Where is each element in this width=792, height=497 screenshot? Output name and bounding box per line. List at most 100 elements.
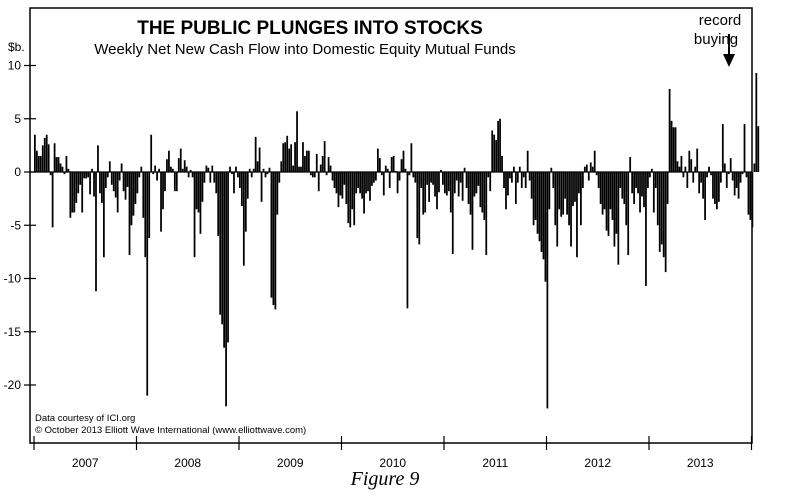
flow-bar	[745, 172, 748, 178]
flow-bar	[647, 172, 649, 188]
flow-bar	[432, 172, 434, 185]
flow-bar	[276, 172, 279, 215]
flow-bar	[499, 118, 501, 172]
flow-bar	[81, 172, 84, 213]
flow-bar	[321, 156, 324, 173]
x-tick-label: 2007	[72, 456, 99, 470]
flow-bar	[284, 142, 287, 172]
flow-bar	[424, 172, 427, 213]
flow-bar	[162, 172, 164, 210]
flow-bar	[323, 141, 326, 173]
flow-bar	[550, 167, 553, 172]
flow-bar	[152, 172, 155, 175]
flow-bar	[43, 137, 46, 172]
flow-bar	[725, 172, 728, 188]
flow-bar	[339, 172, 342, 196]
flow-bar	[201, 172, 204, 202]
flow-bar	[79, 172, 82, 185]
flow-bar	[597, 172, 600, 188]
flow-bar	[264, 172, 267, 178]
flow-bar	[583, 166, 586, 173]
flow-bar	[337, 172, 340, 208]
flow-bar	[428, 172, 430, 202]
flow-bar	[108, 161, 111, 172]
flow-bar	[158, 168, 160, 172]
flow-bar	[77, 172, 80, 194]
flow-bar	[562, 172, 565, 215]
flow-bar	[737, 172, 740, 199]
flow-bar	[207, 167, 210, 172]
y-tick-label: 5	[14, 112, 21, 126]
flow-bar	[664, 172, 667, 273]
flow-bar	[741, 172, 744, 175]
flow-bar	[451, 172, 454, 255]
flow-bar	[355, 172, 358, 194]
flow-bar	[272, 172, 275, 306]
flow-bar	[112, 172, 115, 192]
chart-subtitle: Weekly Net New Cash Flow into Domestic E…	[94, 41, 516, 58]
flow-bar	[132, 172, 135, 216]
flow-bar	[104, 172, 107, 188]
flow-bar	[599, 172, 602, 204]
flow-bar	[512, 166, 515, 173]
flow-bar	[692, 172, 695, 183]
flow-bar	[696, 148, 699, 172]
flow-bar	[682, 172, 685, 178]
flow-bar	[239, 172, 241, 188]
flow-bar	[189, 169, 192, 172]
flow-bar	[205, 165, 208, 172]
flow-bar	[591, 166, 594, 173]
flow-bar	[469, 172, 472, 215]
flow-bar	[359, 172, 362, 194]
y-tick-label: 0	[14, 165, 21, 179]
flow-bar	[580, 172, 582, 226]
flow-bar	[55, 157, 58, 172]
flow-bar	[333, 172, 336, 188]
flow-bar	[120, 163, 123, 172]
flow-bar	[574, 172, 576, 202]
flow-bar	[142, 172, 145, 218]
y-tick-label: -15	[4, 325, 22, 339]
flow-bar	[154, 165, 157, 172]
flow-bar	[536, 172, 539, 234]
flow-bar	[518, 166, 521, 173]
flow-bar	[270, 172, 273, 298]
flow-bar	[733, 172, 736, 196]
x-tick-label: 2009	[277, 456, 304, 470]
flow-bar	[481, 172, 484, 213]
flow-bar	[345, 172, 348, 204]
flow-bar	[436, 172, 438, 210]
flow-bar	[479, 172, 482, 208]
flow-bar	[181, 168, 184, 172]
flow-bar	[560, 172, 563, 217]
flow-bar	[528, 172, 531, 181]
flow-bar	[278, 172, 281, 183]
flow-bar	[260, 172, 263, 202]
flow-bar	[406, 172, 409, 309]
flow-bar	[578, 172, 580, 194]
flow-bar	[114, 172, 117, 198]
plot-frame	[29, 7, 753, 444]
flow-bar	[440, 169, 442, 172]
flow-bar	[668, 88, 671, 172]
flow-bar	[67, 168, 70, 172]
flow-bar	[193, 172, 196, 258]
flow-bar	[652, 172, 655, 213]
flow-bar	[390, 157, 393, 172]
flow-bar	[698, 172, 701, 194]
flow-bar	[351, 172, 354, 210]
annotation-line2: buying	[694, 31, 738, 48]
flow-bar	[564, 172, 567, 199]
flow-bar	[315, 153, 318, 173]
flow-bar	[130, 172, 133, 226]
flow-bar	[380, 172, 383, 176]
flow-bar	[729, 158, 732, 173]
flow-bar	[627, 172, 630, 256]
flow-bar	[629, 157, 632, 172]
flow-bar	[183, 160, 186, 172]
flow-bar	[209, 172, 212, 183]
flow-bar	[410, 143, 413, 173]
flow-bar	[611, 172, 614, 220]
flow-bar	[363, 172, 365, 214]
flow-bar	[660, 172, 663, 245]
